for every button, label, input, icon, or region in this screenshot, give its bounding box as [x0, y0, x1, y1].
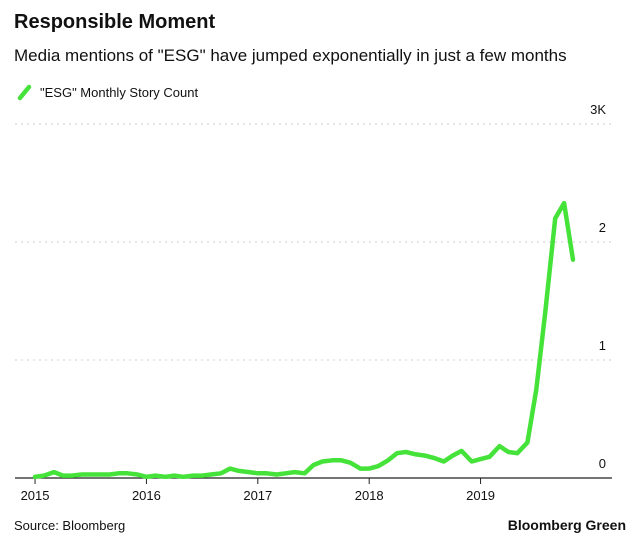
- brand: Bloomberg Green: [508, 517, 626, 533]
- y-tick-label: 0: [599, 456, 606, 471]
- legend-label: "ESG" Monthly Story Count: [40, 85, 198, 100]
- chart-title: Responsible Moment: [14, 11, 215, 33]
- x-tick-label: 2015: [21, 488, 50, 503]
- x-tick-label: 2017: [243, 488, 272, 503]
- line: [32, 200, 576, 480]
- x-tick-label: 2016: [132, 488, 161, 503]
- chart-subtitle: Media mentions of "ESG" have jumped expo…: [14, 46, 567, 65]
- y-tick-label: 3K: [590, 102, 606, 117]
- y-tick-label: 2: [599, 220, 606, 235]
- y-tick-label: 1: [599, 338, 606, 353]
- legend-swatch: [17, 84, 32, 101]
- x-tick-label: 2018: [355, 488, 384, 503]
- source: Source: Bloomberg: [14, 518, 125, 533]
- x-tick-label: 2019: [466, 488, 495, 503]
